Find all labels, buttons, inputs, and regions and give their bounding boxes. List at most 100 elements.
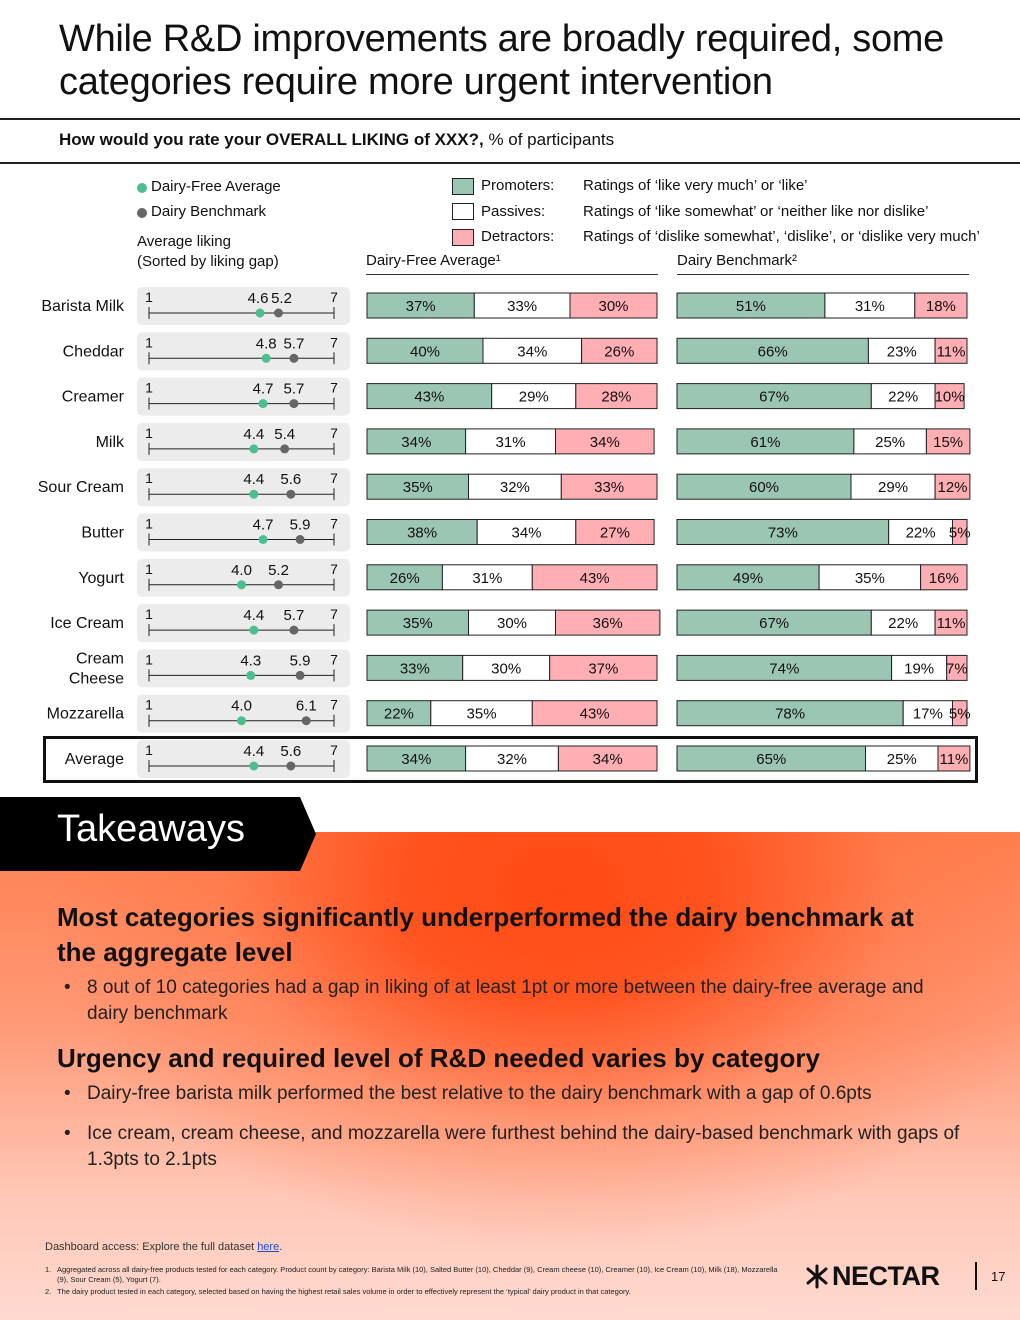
bar-dairy-free-detractors-yogurt — [531, 564, 658, 591]
takeaway-heading-2: Urgency and required level of R&D needed… — [57, 1043, 820, 1073]
category-label-cream-cheese-line2: Cheese — [69, 670, 124, 687]
bar-dairy-free-detractors-cheddar — [581, 337, 658, 364]
dot-dairy-free-creamer — [258, 399, 268, 409]
avg-liking-bg-average — [137, 740, 350, 778]
value-dairy-yogurt: 5.2 — [268, 562, 289, 579]
avg-liking-min-label-sour-cream: 1 — [145, 470, 153, 486]
bar-label-dairy-promoters-milk: 61% — [750, 434, 780, 451]
dot-dairy-free-average — [249, 761, 259, 771]
value-dairy-free-milk: 4.4 — [243, 426, 264, 443]
dot-dairy-milk — [280, 444, 290, 454]
avg-liking-max-label-creamer: 7 — [330, 380, 338, 396]
value-dairy-milk: 5.4 — [274, 426, 295, 443]
bar-label-dairy-promoters-cheddar: 66% — [758, 343, 788, 360]
legend-detractors-label: Detractors: — [481, 228, 555, 245]
bar-label-dairy-free-passives-cheddar: 34% — [517, 343, 547, 360]
dot-dairy-free-sour-cream — [249, 489, 259, 499]
dashboard-link[interactable]: here — [257, 1241, 280, 1253]
dairy-bench-header: Dairy Benchmark² — [677, 252, 798, 269]
bar-dairy-free-detractors-butter — [575, 519, 655, 545]
bar-dairy-free-passives-cheddar — [482, 337, 583, 364]
bar-dairy-free-passives-milk — [465, 428, 557, 455]
bar-label-dairy-detractors-average: 11% — [939, 751, 968, 768]
bar-label-dairy-free-promoters-barista-milk: 37% — [406, 298, 436, 315]
value-dairy-ice-cream: 5.7 — [283, 607, 304, 624]
nectar-logo: NECTAR — [805, 1261, 940, 1292]
value-dairy-creamer: 5.7 — [283, 381, 304, 398]
value-dairy-free-mozzarella: 4.0 — [231, 698, 252, 715]
category-label-average: Average — [65, 751, 124, 768]
bar-dairy-free-promoters-cheddar — [366, 337, 484, 364]
bar-label-dairy-free-detractors-butter: 27% — [600, 525, 630, 542]
bar-label-dairy-free-promoters-ice-cream: 35% — [403, 615, 433, 632]
category-label-yogurt: Yogurt — [78, 570, 124, 587]
bar-label-dairy-detractors-cheddar: 11% — [937, 343, 966, 360]
bar-dairy-passives-sour-cream — [850, 473, 936, 500]
bar-dairy-free-promoters-mozzarella — [366, 700, 432, 727]
value-dairy-sour-cream: 5.6 — [280, 471, 301, 488]
bar-dairy-detractors-barista-milk — [914, 292, 968, 319]
avg-liking-min-label-cheddar: 1 — [145, 334, 153, 350]
bar-label-dairy-free-passives-barista-milk: 33% — [507, 298, 537, 315]
bar-label-dairy-passives-butter: 22% — [906, 525, 936, 542]
bar-label-dairy-free-detractors-yogurt: 43% — [580, 570, 610, 587]
bar-label-dairy-free-passives-average: 32% — [497, 751, 527, 768]
bar-dairy-free-promoters-cream-cheese — [366, 654, 464, 681]
bar-label-dairy-free-promoters-butter: 38% — [407, 525, 437, 542]
dot-dairy-free-yogurt — [237, 580, 246, 590]
bar-label-dairy-free-passives-ice-cream: 30% — [497, 615, 527, 632]
avg-liking-min-label-milk: 1 — [145, 425, 153, 441]
takeaway-bullet-1: 8 out of 10 categories had a gap in liki… — [64, 975, 964, 1027]
avg-liking-max-label-butter: 7 — [330, 516, 338, 532]
avg-liking-max-label-barista-milk: 7 — [330, 289, 338, 305]
bar-label-dairy-promoters-mozzarella: 78% — [775, 706, 805, 723]
nectar-logo-icon — [806, 1264, 828, 1289]
avg-liking-bg-butter — [137, 513, 350, 552]
bar-label-dairy-free-promoters-cheddar: 40% — [410, 343, 440, 360]
dot-dairy-free-cream-cheese — [246, 670, 256, 680]
bar-dairy-passives-average — [865, 745, 939, 772]
bar-label-dairy-free-passives-cream-cheese: 30% — [491, 660, 521, 677]
bar-label-dairy-detractors-barista-milk: 18% — [926, 298, 956, 315]
bar-dairy-passives-yogurt — [818, 564, 922, 591]
dairy-free-header-rule — [366, 274, 658, 275]
avg-liking-min-label-average: 1 — [145, 742, 153, 758]
bar-label-dairy-free-passives-yogurt: 31% — [472, 570, 502, 587]
legend-dot-dairy-free — [137, 183, 147, 193]
category-label-milk: Milk — [96, 434, 125, 451]
avg-liking-min-label-yogurt: 1 — [145, 561, 153, 577]
bar-dairy-passives-ice-cream — [870, 609, 936, 636]
bar-dairy-promoters-barista-milk — [676, 292, 826, 319]
bar-dairy-free-promoters-average — [366, 745, 467, 772]
avg-liking-min-label-creamer: 1 — [145, 380, 153, 396]
avg-liking-bg-mozzarella — [137, 694, 350, 733]
bar-label-dairy-promoters-ice-cream: 67% — [759, 615, 789, 632]
bar-dairy-detractors-cheddar — [934, 337, 968, 364]
avg-liking-bg-creamer — [137, 377, 350, 416]
bar-label-dairy-passives-cheddar: 23% — [887, 343, 917, 360]
question-bold: How would you rate your OVERALL LIKING o… — [59, 130, 484, 149]
category-label-barista-milk: Barista Milk — [41, 298, 125, 315]
legend-dairy-free: Dairy-Free Average — [151, 178, 281, 195]
bar-label-dairy-free-promoters-yogurt: 26% — [390, 570, 420, 587]
avg-liking-bg-barista-milk — [137, 287, 350, 325]
legend-passives-desc: Ratings of ‘like somewhat’ or ‘neither l… — [583, 203, 929, 220]
bar-dairy-free-promoters-milk — [366, 428, 467, 455]
dashboard-text: Dashboard access: Explore the full datas… — [45, 1241, 258, 1253]
value-dairy-free-sour-cream: 4.4 — [243, 471, 264, 488]
dot-dairy-free-barista-milk — [255, 308, 265, 318]
bar-label-dairy-promoters-barista-milk: 51% — [736, 298, 766, 315]
bar-dairy-free-detractors-mozzarella — [531, 700, 658, 727]
bar-dairy-passives-butter — [888, 519, 954, 545]
bar-label-dairy-passives-sour-cream: 29% — [878, 479, 908, 496]
bar-dairy-detractors-creamer — [934, 383, 965, 410]
legend-swatch-passives — [452, 203, 474, 220]
bar-dairy-free-detractors-sour-cream — [560, 473, 658, 500]
bar-label-dairy-promoters-sour-cream: 60% — [749, 479, 779, 496]
nectar-logo-text: NECTAR — [832, 1261, 940, 1291]
avg-liking-max-label-sour-cream: 7 — [330, 470, 338, 486]
bar-dairy-detractors-mozzarella — [952, 700, 968, 727]
bar-dairy-promoters-creamer — [676, 383, 872, 410]
question-rest: % of participants — [483, 130, 615, 149]
bar-label-dairy-passives-creamer: 22% — [888, 389, 918, 406]
